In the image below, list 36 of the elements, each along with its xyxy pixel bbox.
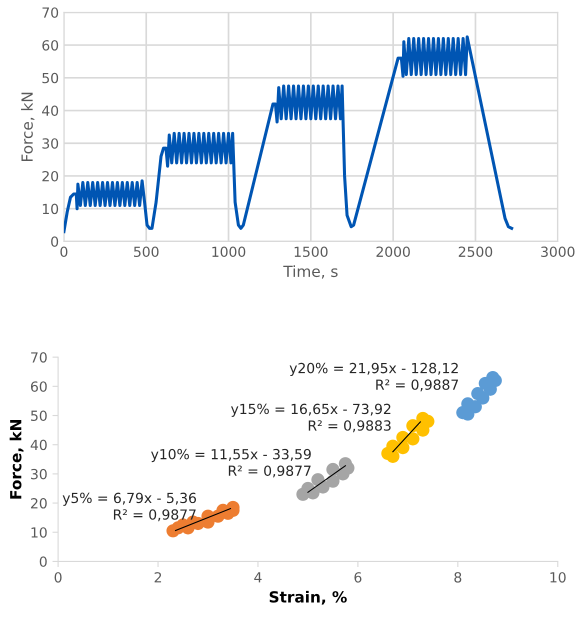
x-tick-label: 1000 — [212, 246, 246, 258]
x-axis-title: Strain, % — [270, 590, 347, 605]
annotation: y20% = 21,95x - 128,12 R² = 0,9887 — [290, 362, 458, 392]
y-tick-label: 70 — [31, 352, 47, 363]
x-tick-label: 2500 — [458, 246, 492, 258]
y-tick-label: 30 — [42, 138, 58, 149]
x-tick-label: 500 — [134, 246, 159, 258]
y-tick-label: 60 — [30, 381, 47, 392]
y-tick-label: 20 — [42, 170, 58, 182]
y-tick-label: 70 — [42, 7, 58, 18]
x-tick-label: 3000 — [541, 246, 575, 258]
x-tick-label: 4 — [254, 572, 262, 582]
x-tick-label: 6 — [354, 572, 362, 583]
annotation: y5% = 6,79x - 5,36 R² = 0,9877 — [62, 492, 196, 522]
annotation: y10% = 11,55x - 33,59 R² = 0,9877 — [151, 448, 311, 478]
x-axis-title: Time, s — [283, 265, 338, 279]
x-tick-label: 0 — [60, 246, 68, 258]
y-tick-label: 10 — [32, 527, 47, 538]
y-tick-label: 20 — [31, 498, 47, 509]
y-tick-label: 60 — [42, 40, 58, 51]
x-tick-label: 8 — [454, 572, 462, 583]
y-tick-label: 50 — [31, 410, 47, 421]
x-tick-label: 1500 — [294, 246, 328, 258]
y-axis-title: Force, kN — [10, 420, 24, 499]
y-tick-label: 30 — [31, 468, 47, 480]
y-tick-label: 0 — [40, 556, 47, 567]
x-tick-label: 10 — [550, 572, 566, 583]
y-tick-label: 50 — [42, 72, 58, 84]
y-tick-label: 40 — [42, 106, 58, 116]
x-tick-label: 2000 — [376, 246, 410, 258]
x-tick-label: 2 — [154, 572, 162, 582]
y-axis-title: Force, kN — [21, 92, 34, 162]
y-tick-label: 10 — [42, 204, 58, 214]
y-tick-label: 0 — [51, 236, 58, 247]
annotation: y15% = 16,65x - 73,92 R² = 0,9883 — [231, 404, 391, 432]
y-tick-label: 40 — [30, 440, 47, 450]
